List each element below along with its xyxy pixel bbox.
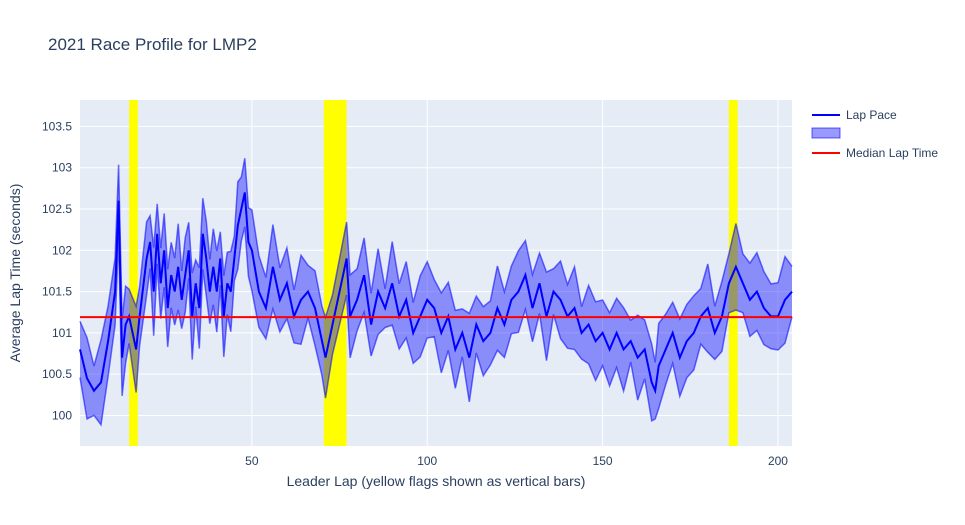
x-tick-label: 200 xyxy=(768,454,788,468)
x-tick-label: 100 xyxy=(417,454,437,468)
chart-title: 2021 Race Profile for LMP2 xyxy=(48,35,257,54)
lap-pace-line xyxy=(79,192,793,395)
grid-lines xyxy=(80,100,792,446)
x-tick-label: 150 xyxy=(593,454,613,468)
band-upper-edge xyxy=(79,158,793,367)
y-tick-label: 100.5 xyxy=(42,367,72,381)
x-axis-ticks: 50 100 150 200 xyxy=(245,454,788,468)
legend: Lap Pace Median Lap Time xyxy=(811,108,938,160)
yellow-flag-bar xyxy=(323,100,347,446)
y-tick-label: 100 xyxy=(52,408,72,422)
y-tick-label: 101.5 xyxy=(42,285,72,299)
y-tick-label: 103 xyxy=(52,161,72,175)
x-axis-title: Leader Lap (yellow flags shown as vertic… xyxy=(287,473,586,489)
y-tick-label: 101 xyxy=(52,326,72,340)
y-tick-label: 102 xyxy=(52,243,72,257)
legend-label-lap-pace[interactable]: Lap Pace xyxy=(846,108,897,122)
plot-area xyxy=(80,100,792,446)
yellow-flag-bar xyxy=(129,100,138,446)
band-lower-edge xyxy=(79,226,793,427)
series-layer xyxy=(79,158,793,427)
y-axis-ticks: 100 100.5 101 101.5 102 102.5 103 103.5 xyxy=(42,119,72,422)
x-tick-label: 50 xyxy=(245,454,259,468)
y-tick-label: 102.5 xyxy=(42,202,72,216)
y-tick-label: 103.5 xyxy=(42,119,72,133)
legend-swatch-band[interactable] xyxy=(811,127,841,139)
y-axis-title: Average Lap Time (seconds) xyxy=(7,184,23,363)
lap-pace-band xyxy=(80,158,792,425)
legend-label-median[interactable]: Median Lap Time xyxy=(846,146,938,160)
